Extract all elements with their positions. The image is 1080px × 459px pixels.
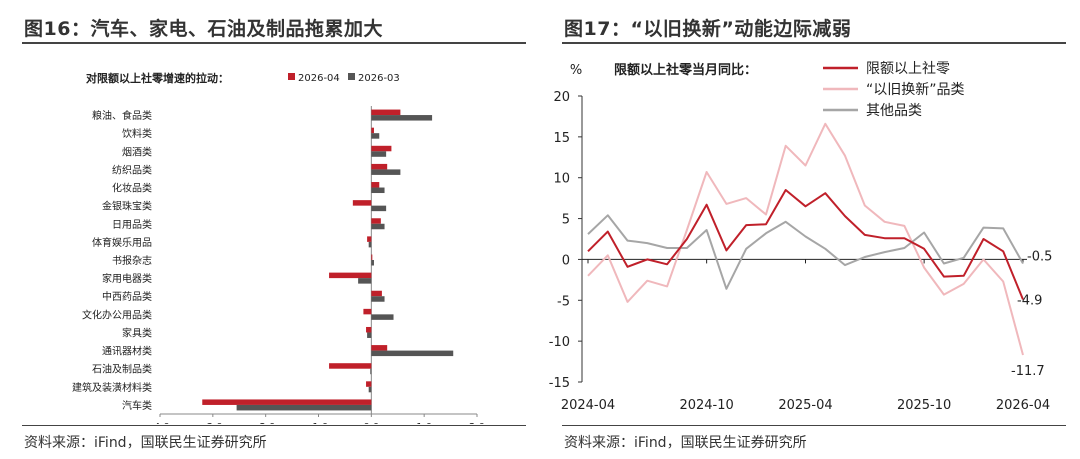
- bar-2026-03: [371, 205, 387, 212]
- bar-2026-03: [236, 404, 372, 411]
- right-source-rule: [562, 425, 1066, 426]
- bar-2026-04: [371, 218, 381, 224]
- bar-2026-03: [368, 386, 372, 393]
- bar-2026-03: [371, 133, 380, 139]
- right-figure-title: 图17：“以旧换新”动能边际减弱: [564, 18, 852, 40]
- x-tick-label: 2026-04: [996, 398, 1050, 413]
- bar-2026-03: [370, 368, 372, 375]
- y-tick-label: -5: [557, 294, 570, 309]
- x-tick-label: 2024-04: [561, 398, 615, 413]
- category-label: 书报杂志: [112, 254, 152, 267]
- bar-2026-04: [371, 127, 374, 134]
- category-label: 石油及制品类: [92, 363, 152, 376]
- bar-2026-03: [371, 296, 385, 302]
- legend-swatch-2026-04: [288, 73, 295, 80]
- category-label: 金银珠宝类: [102, 200, 152, 213]
- bar-2026-04: [363, 308, 372, 315]
- bar-2026-04: [371, 109, 401, 116]
- y-tick-label: 0: [562, 253, 570, 268]
- category-label: 粮油、食品类: [92, 109, 152, 122]
- x-tick-label: 2024-10: [679, 398, 733, 413]
- category-label: 日用品类: [112, 218, 152, 231]
- left-source-note: 资料来源：iFind，国联民生证券研究所: [24, 435, 267, 451]
- y-tick-label: 10: [553, 172, 570, 187]
- contribution-bar-chart: 对限额以上社零增速的拉动： 2026-04 2026-03 -4.0 -3.0 -2.0 -…: [72, 71, 485, 424]
- end-label-retail: -4.9: [1017, 293, 1042, 308]
- bar-2026-03: [371, 223, 385, 230]
- x-tick-label: 2025-04: [778, 398, 832, 413]
- left-source-rule: [22, 425, 526, 426]
- left-title-rule: [22, 42, 526, 44]
- category-label: 饮料类: [122, 127, 152, 140]
- category-label: 建筑及装潢材料类: [72, 381, 152, 394]
- y-tick-label: -10: [549, 335, 570, 350]
- legend-label-1: “以旧换新”品类: [866, 81, 965, 98]
- y-tick-label: 5: [562, 213, 570, 228]
- category-label: 通讯器材类: [102, 345, 152, 358]
- bar-2026-04: [371, 163, 388, 170]
- left-figure-panel: 图16：汽车、家电、石油及制品拖累加大 对限额以上社零增速的拉动： 2026-04…: [22, 18, 526, 451]
- category-label: 文化办公用品类: [82, 308, 152, 321]
- bar-2026-03: [358, 278, 372, 284]
- left-figure-title: 图16：汽车、家电、石油及制品拖累加大: [24, 18, 383, 40]
- x-tick-label: -1.0: [309, 422, 329, 424]
- end-label-other: -0.5: [1027, 250, 1052, 265]
- bar-2026-04: [371, 254, 373, 260]
- bar-2026-04: [366, 381, 372, 387]
- bar-2026-03: [371, 169, 401, 175]
- right-title-rule: [562, 42, 1066, 44]
- bar-2026-03: [371, 260, 374, 266]
- legend-label-2026-03: 2026-03: [358, 73, 400, 84]
- bar-2026-03: [371, 350, 454, 357]
- x-tick-label: -2.0: [256, 422, 276, 424]
- bar-2026-03: [368, 241, 372, 248]
- bar-2026-03: [371, 115, 433, 121]
- bar-2026-04: [329, 272, 372, 279]
- bar-2026-04: [367, 236, 372, 242]
- series-line-0: [587, 189, 1024, 300]
- end-label-tradein: -11.7: [1011, 364, 1045, 379]
- legend-label-0: 限额以上社零: [866, 61, 950, 77]
- category-label: 中西药品类: [102, 290, 152, 303]
- bar-2026-04: [366, 326, 372, 333]
- bar-2026-04: [371, 290, 382, 297]
- x-tick-label: 0.0: [363, 422, 379, 424]
- bar-2026-03: [371, 187, 385, 194]
- category-label: 体育娱乐用品: [92, 236, 152, 249]
- bar-2026-04: [371, 345, 388, 351]
- y-tick-label: -15: [549, 376, 570, 391]
- x-tick-label: 2025-10: [897, 398, 951, 413]
- bar-2026-04: [202, 399, 372, 405]
- chart-title: 对限额以上社零增速的拉动：: [86, 71, 229, 85]
- right-source-note: 资料来源：iFind，国联民生证券研究所: [564, 435, 807, 451]
- y-tick-label: 15: [553, 131, 570, 146]
- legend-label-2: 其他品类: [866, 103, 922, 119]
- x-tick-label: 2.0: [469, 422, 485, 424]
- right-figure-panel: 图17：“以旧换新”动能边际减弱 % 限额以上社零当月同比： 限额以上社零 “以旧换新…: [540, 0, 1080, 459]
- category-label: 家用电器类: [102, 272, 152, 285]
- bar-2026-03: [371, 151, 387, 157]
- chart-title: 限额以上社零当月同比：: [614, 62, 757, 78]
- bar-2026-03: [371, 314, 394, 320]
- x-tick-label: -4.0: [150, 422, 170, 424]
- x-tick-label: -3.0: [203, 422, 223, 424]
- bar-2026-04: [329, 363, 372, 369]
- series-line-2: [587, 214, 1024, 290]
- x-tick-label: 1.0: [416, 422, 432, 424]
- bar-2026-04: [371, 182, 380, 188]
- legend-swatch-2026-03: [348, 73, 355, 80]
- y-tick-label: 20: [553, 90, 570, 105]
- category-label: 纺织品类: [112, 163, 152, 176]
- bar-2026-04: [371, 145, 392, 152]
- category-label: 家具类: [122, 326, 152, 339]
- category-label: 烟酒类: [122, 145, 152, 158]
- category-label: 化妆品类: [112, 182, 152, 195]
- y-axis-unit: %: [570, 63, 582, 78]
- bar-2026-04: [352, 200, 372, 206]
- legend-label-2026-04: 2026-04: [298, 73, 340, 84]
- series-line-1: [587, 122, 1024, 356]
- category-label: 汽车类: [122, 399, 152, 412]
- bar-2026-03: [367, 332, 372, 338]
